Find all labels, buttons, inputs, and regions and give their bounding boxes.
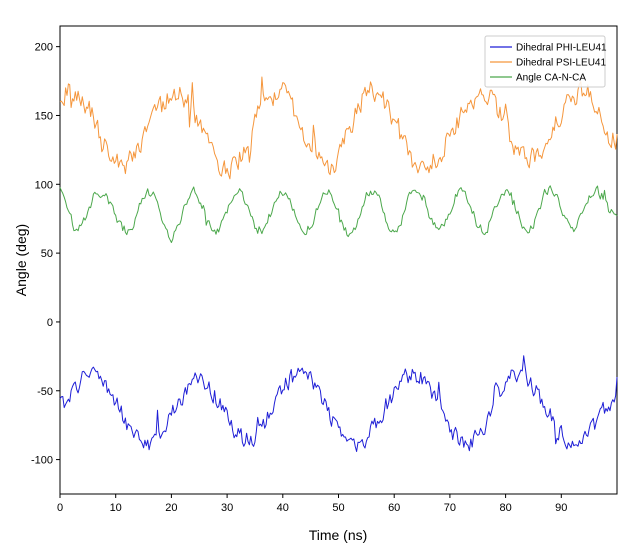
legend: Dihedral PHI-LEU41 Dihedral PSI-LEU41 Angl… — [484, 35, 607, 88]
y-tick-label: 50 — [41, 248, 53, 260]
y-tick-label: 0 — [47, 317, 53, 329]
x-tick-label: 0 — [57, 502, 63, 514]
x-tick-label: 90 — [555, 502, 567, 514]
legend-label: Dihedral PHI-LEU41 — [516, 43, 607, 54]
series-layer — [59, 76, 618, 452]
legend-label: Dihedral PSI-LEU41 — [516, 58, 606, 69]
y-tick-label: 200 — [35, 42, 53, 54]
y-tick-label: -50 — [37, 386, 53, 398]
x-tick-label: 30 — [221, 502, 233, 514]
x-tick-label: 10 — [110, 502, 122, 514]
x-tick-label: 20 — [165, 502, 177, 514]
ticks-layer: 0 10 20 30 40 50 60 70 80 90 -100 -50 0 50 100 150 200 — [31, 42, 567, 514]
y-axis-title: Angle (deg) — [13, 224, 29, 296]
x-tick-label: 50 — [332, 502, 344, 514]
x-tick-label: 40 — [277, 502, 289, 514]
plot-frame — [59, 25, 618, 495]
series-line-3 — [59, 185, 618, 243]
x-tick-label: 60 — [388, 502, 400, 514]
x-tick-label: 80 — [499, 502, 511, 514]
legend-box — [484, 35, 606, 88]
series-line-1 — [59, 355, 618, 452]
legend-label: Angle CA-N-CA — [516, 73, 586, 84]
x-axis-title: Time (ns) — [309, 527, 368, 543]
y-tick-label: 150 — [35, 110, 53, 122]
series-line-2 — [59, 76, 618, 180]
x-tick-label: 70 — [444, 502, 456, 514]
y-tick-label: -100 — [31, 455, 53, 467]
y-tick-label: 100 — [35, 179, 53, 191]
